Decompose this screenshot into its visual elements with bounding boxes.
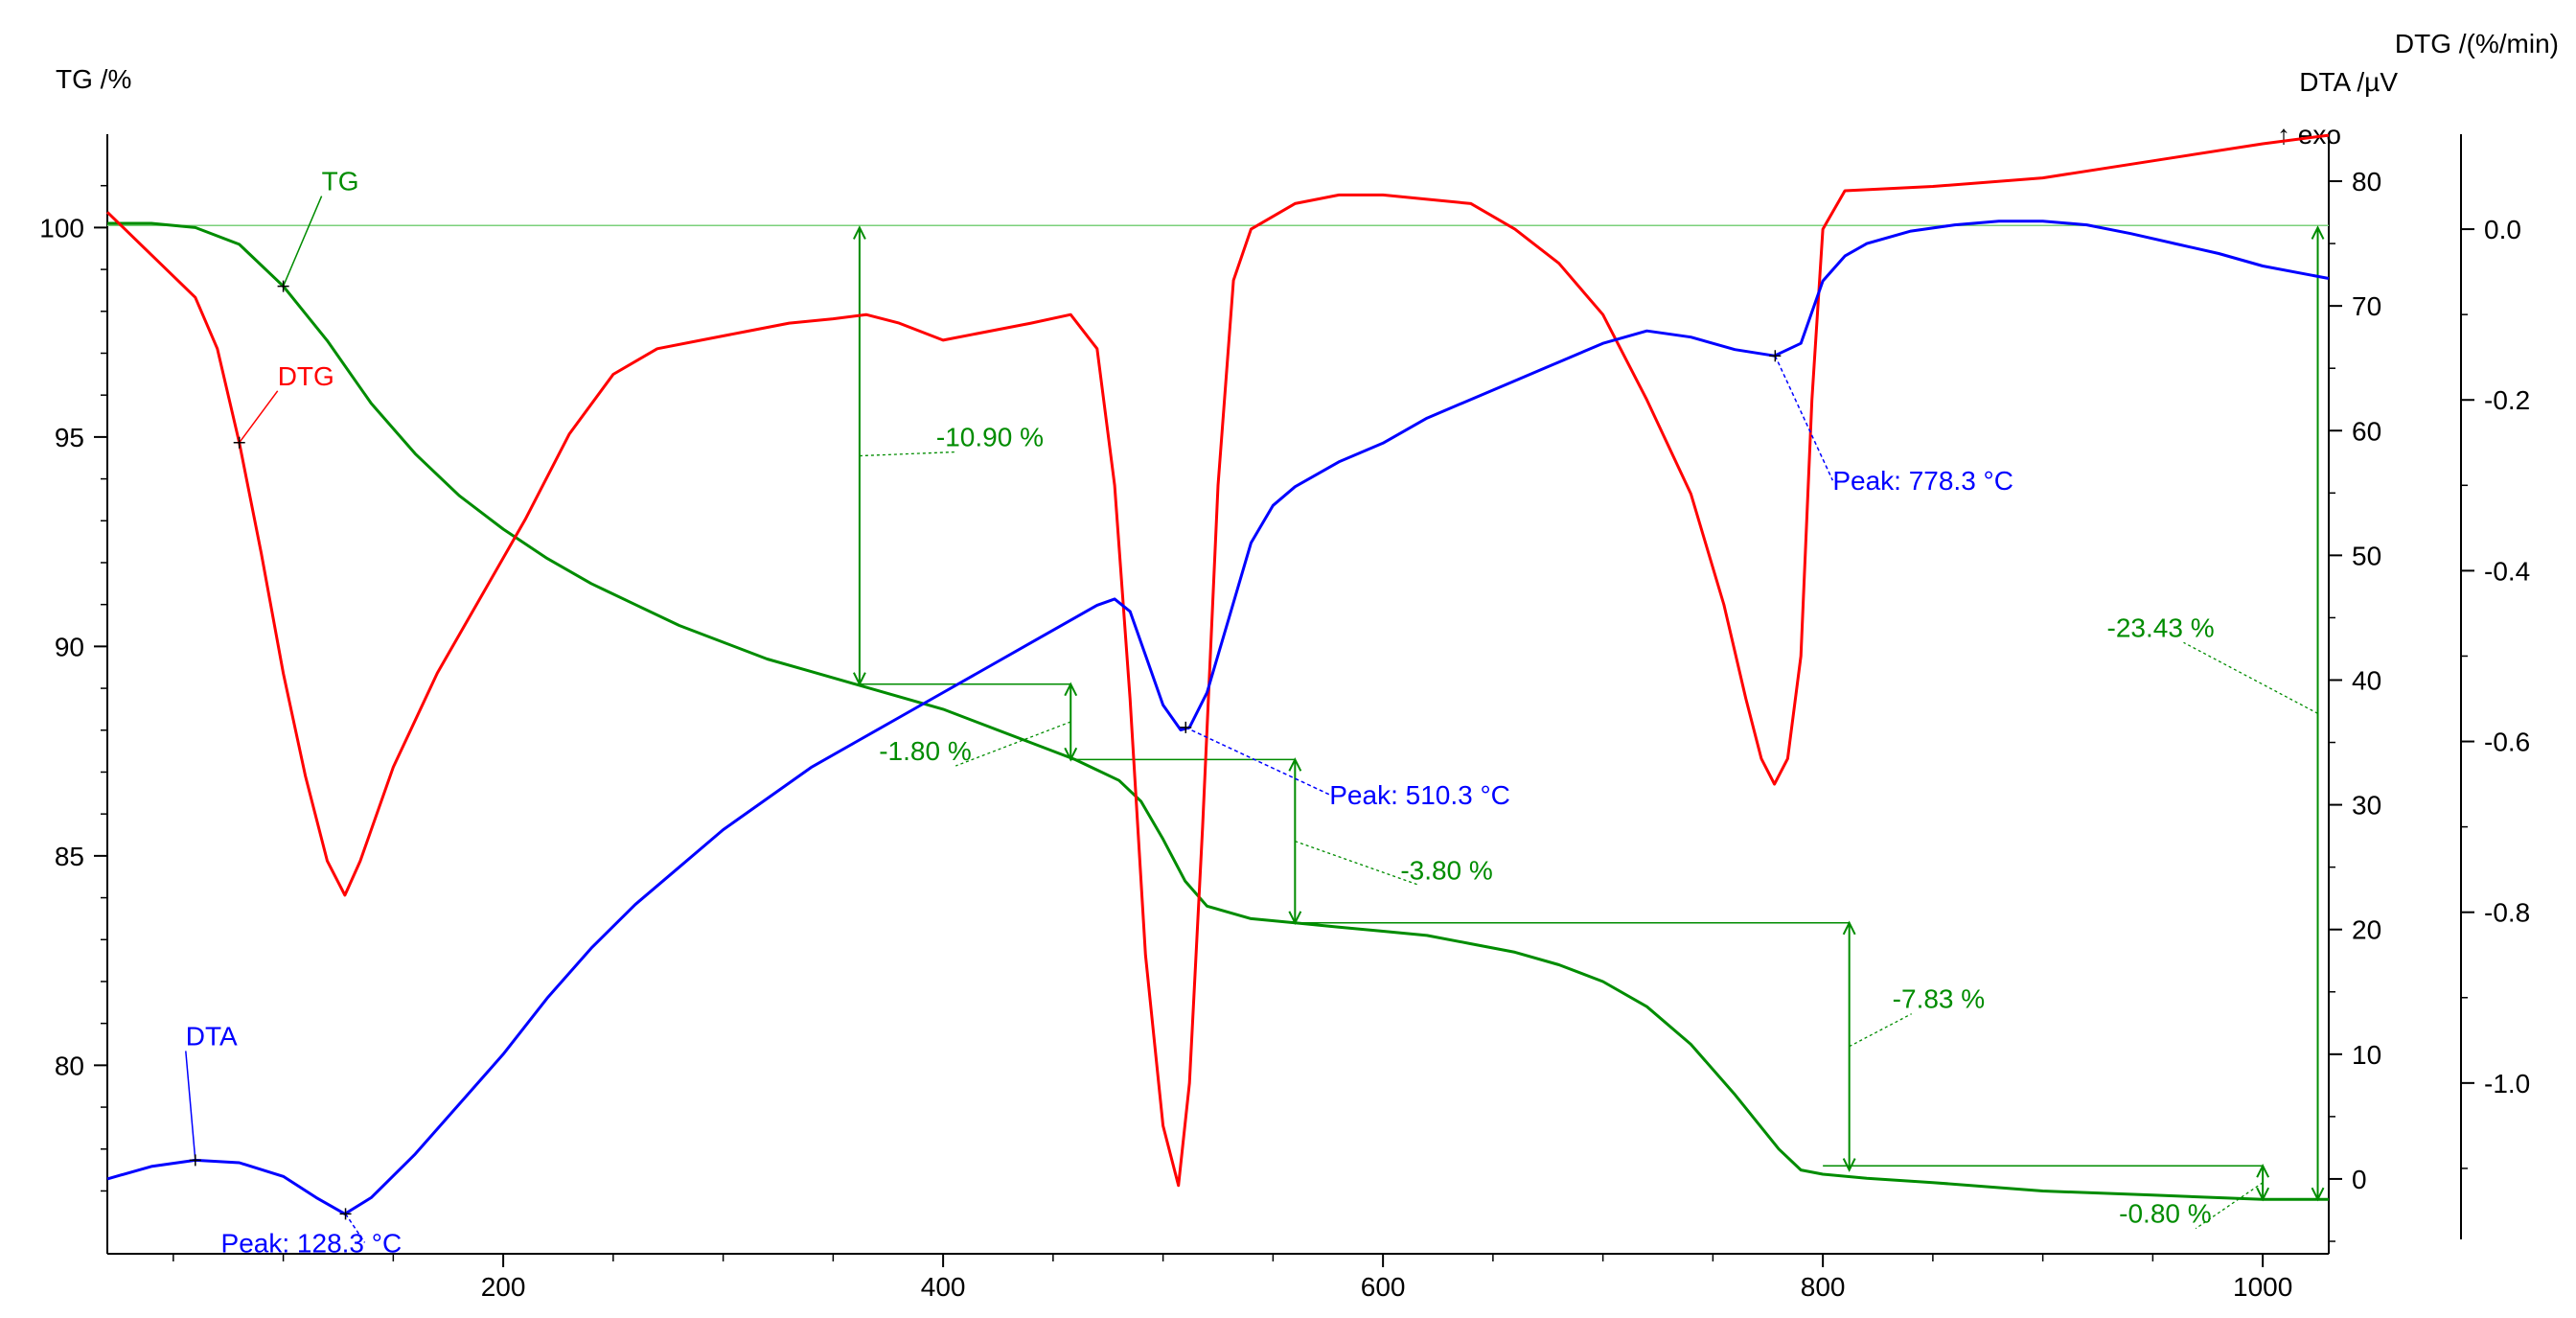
mass-step-leader [2183,641,2318,714]
mass-step-arrowhead [1288,757,1302,772]
annotation-labels: TG DTG DTA Peak: 128.3 °C Peak: 510.3 °C Peak… [185,167,2318,1258]
mass-step-leader [954,721,1071,767]
dtg-tick-label: -0.8 [2484,898,2530,928]
mass-step-arrowhead [2311,225,2325,240]
peak-leader [344,1213,366,1243]
dta-axis-label: DTA /µV [2299,67,2398,97]
mass-step-arrowhead [1842,1158,1856,1172]
peak-marker [339,1208,352,1220]
mass-step-arrowhead [853,225,866,240]
x-tick-label: 800 [1801,1272,1846,1302]
peak-label: Peak: 510.3 °C [1329,780,1510,810]
dtg-tick-label: -0.4 [2484,556,2530,586]
tg-tick-label: 85 [55,842,84,871]
series-label-tg: TG [322,167,359,197]
peak-label: Peak: 128.3 °C [221,1228,402,1258]
dta-tick-label: 10 [2352,1040,2381,1070]
series-tg [107,221,2329,1201]
series-dta [106,220,2330,1215]
peak-leader [1184,727,1330,796]
mass-step-label: -0.80 % [2119,1199,2212,1229]
series-label-leader [239,390,279,444]
dtg-tick-label: -0.2 [2484,385,2530,415]
dta-tick-label: 60 [2352,416,2381,446]
dta-tick-label: 0 [2352,1165,2367,1194]
mass-step-label: -3.80 % [1400,856,1493,886]
dtg-tick-label: -1.0 [2484,1069,2530,1098]
dta-tick-label: 80 [2352,167,2381,197]
mass-step-arrowhead [1064,747,1078,762]
mass-step-leader [1849,1013,1912,1048]
tg-tick-label: 95 [55,423,84,452]
series-label-dtg: DTG [278,361,334,391]
dtg-axis-label: DTG /(%/min) [2395,29,2559,58]
peak-marker [1180,721,1192,733]
series-label-marker [277,280,289,292]
axes: 200 400 600 800 1000 80 85 90 95 100 TG /% 0 10 20 30 4… [39,29,2559,1302]
tg-tick-label: 80 [55,1051,84,1080]
x-tick-label: 600 [1361,1272,1406,1302]
dtg-tick-label: -0.6 [2484,728,2530,757]
x-tick-label: 1000 [2233,1272,2292,1302]
mass-step-arrowhead [2256,1163,2270,1178]
dta-exo-label: ↑ exo [2277,120,2341,150]
mass-step-arrowhead [1842,920,1856,936]
dta-tick-label: 70 [2352,291,2381,321]
series-label-marker [233,436,245,449]
peak-marker [1769,350,1782,362]
peak-leader [1774,355,1834,481]
dta-tick-label: 40 [2352,665,2381,695]
mass-step-label: -10.90 % [936,423,1044,452]
peak-label: Peak: 778.3 °C [1832,466,2013,496]
series-label-leader [185,1051,196,1161]
series-lines [105,133,2330,1215]
mass-step-leader [1295,840,1420,887]
x-tick-label: 200 [481,1272,526,1302]
dtg-tick-label: 0.0 [2484,215,2521,244]
dta-tick-label: 20 [2352,915,2381,945]
series-label-dta: DTA [186,1021,238,1051]
series-label-leader [282,196,323,287]
series-dtg [105,133,2330,1188]
annotation-lines [107,224,2329,1202]
tg-tick-label: 100 [39,213,84,243]
x-tick-label: 400 [921,1272,966,1302]
series-label-marker [189,1154,201,1167]
dta-tick-label: 50 [2352,541,2381,570]
mass-step-leader [859,451,955,457]
mass-step-label: -1.80 % [879,736,972,766]
tg-tick-label: 90 [55,632,84,661]
mass-step-label: -23.43 % [2107,613,2215,642]
tg-axis-label: TG /% [56,64,131,94]
dta-tick-label: 30 [2352,791,2381,821]
mass-step-leader [2195,1182,2264,1230]
mass-step-label: -7.83 % [1893,984,1986,1014]
